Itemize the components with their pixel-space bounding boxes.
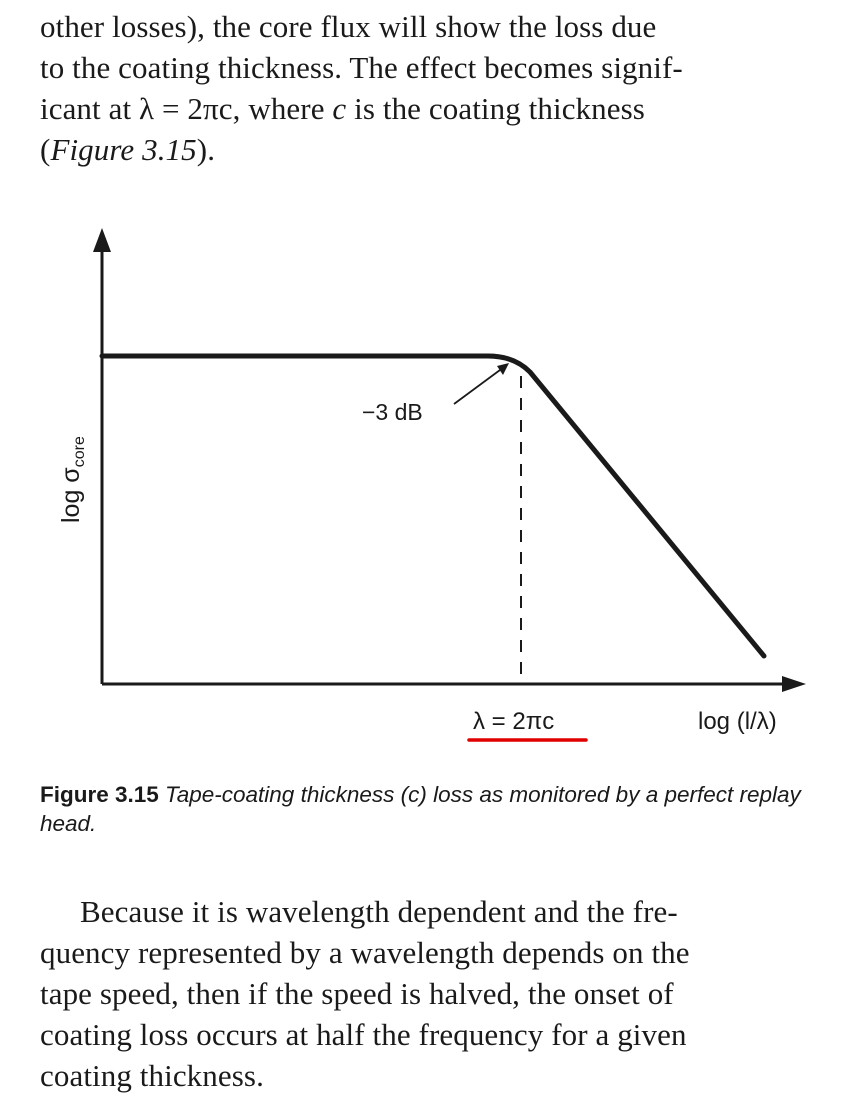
y-axis-label-main: log σ xyxy=(57,467,85,523)
top-paragraph-line-3-suffix: is the coating thickness xyxy=(346,91,645,126)
coating-variable: c xyxy=(332,91,347,126)
annotation-pointer xyxy=(453,369,501,405)
bottom-paragraph-line-3: tape speed, then if the speed is halved,… xyxy=(40,976,674,1011)
annotation-pointer-arrowhead xyxy=(497,363,509,375)
top-paragraph-line-4: (Figure 3.15). xyxy=(40,129,215,170)
x-axis-arrowhead xyxy=(782,676,806,692)
bottom-paragraph-line-2: quency represented by a wavelength depen… xyxy=(40,935,690,970)
y-axis-arrowhead xyxy=(93,228,111,252)
figure-caption-text: Tape-coating thickness (c) loss as monit… xyxy=(40,782,801,836)
figure-number: Figure 3.15 xyxy=(40,782,159,807)
top-paragraph-line-1: other losses), the core flux will show t… xyxy=(40,9,657,44)
figure-ref-open: ( xyxy=(40,132,51,167)
y-axis-label-subscript: core xyxy=(71,436,88,467)
figure-caption: Figure 3.15 Tape-coating thickness (c) l… xyxy=(40,780,830,838)
top-paragraph-line-3: icant at λ = 2πc, where c is the coating… xyxy=(40,88,645,129)
y-axis-label: log σcore xyxy=(57,436,88,523)
top-paragraph-line-2: to the coating thickness. The effect bec… xyxy=(40,50,683,85)
figure-reference: Figure 3.15 xyxy=(50,132,197,167)
annotation-label: −3 dB xyxy=(362,399,423,425)
response-curve xyxy=(99,353,767,659)
corner-marker-label: λ = 2πc xyxy=(473,708,554,735)
bottom-paragraph-line-4: coating loss occurs at half the frequenc… xyxy=(40,1017,687,1052)
top-paragraph-line-3-prefix: icant at λ = 2πc, where xyxy=(40,91,333,126)
x-axis-label: log (l/λ) xyxy=(698,708,777,735)
bottom-paragraph-line-5: coating thickness. xyxy=(40,1058,264,1093)
bottom-paragraph-line-1: Because it is wavelength dependent and t… xyxy=(80,894,678,929)
figure-ref-close: ). xyxy=(196,132,216,167)
